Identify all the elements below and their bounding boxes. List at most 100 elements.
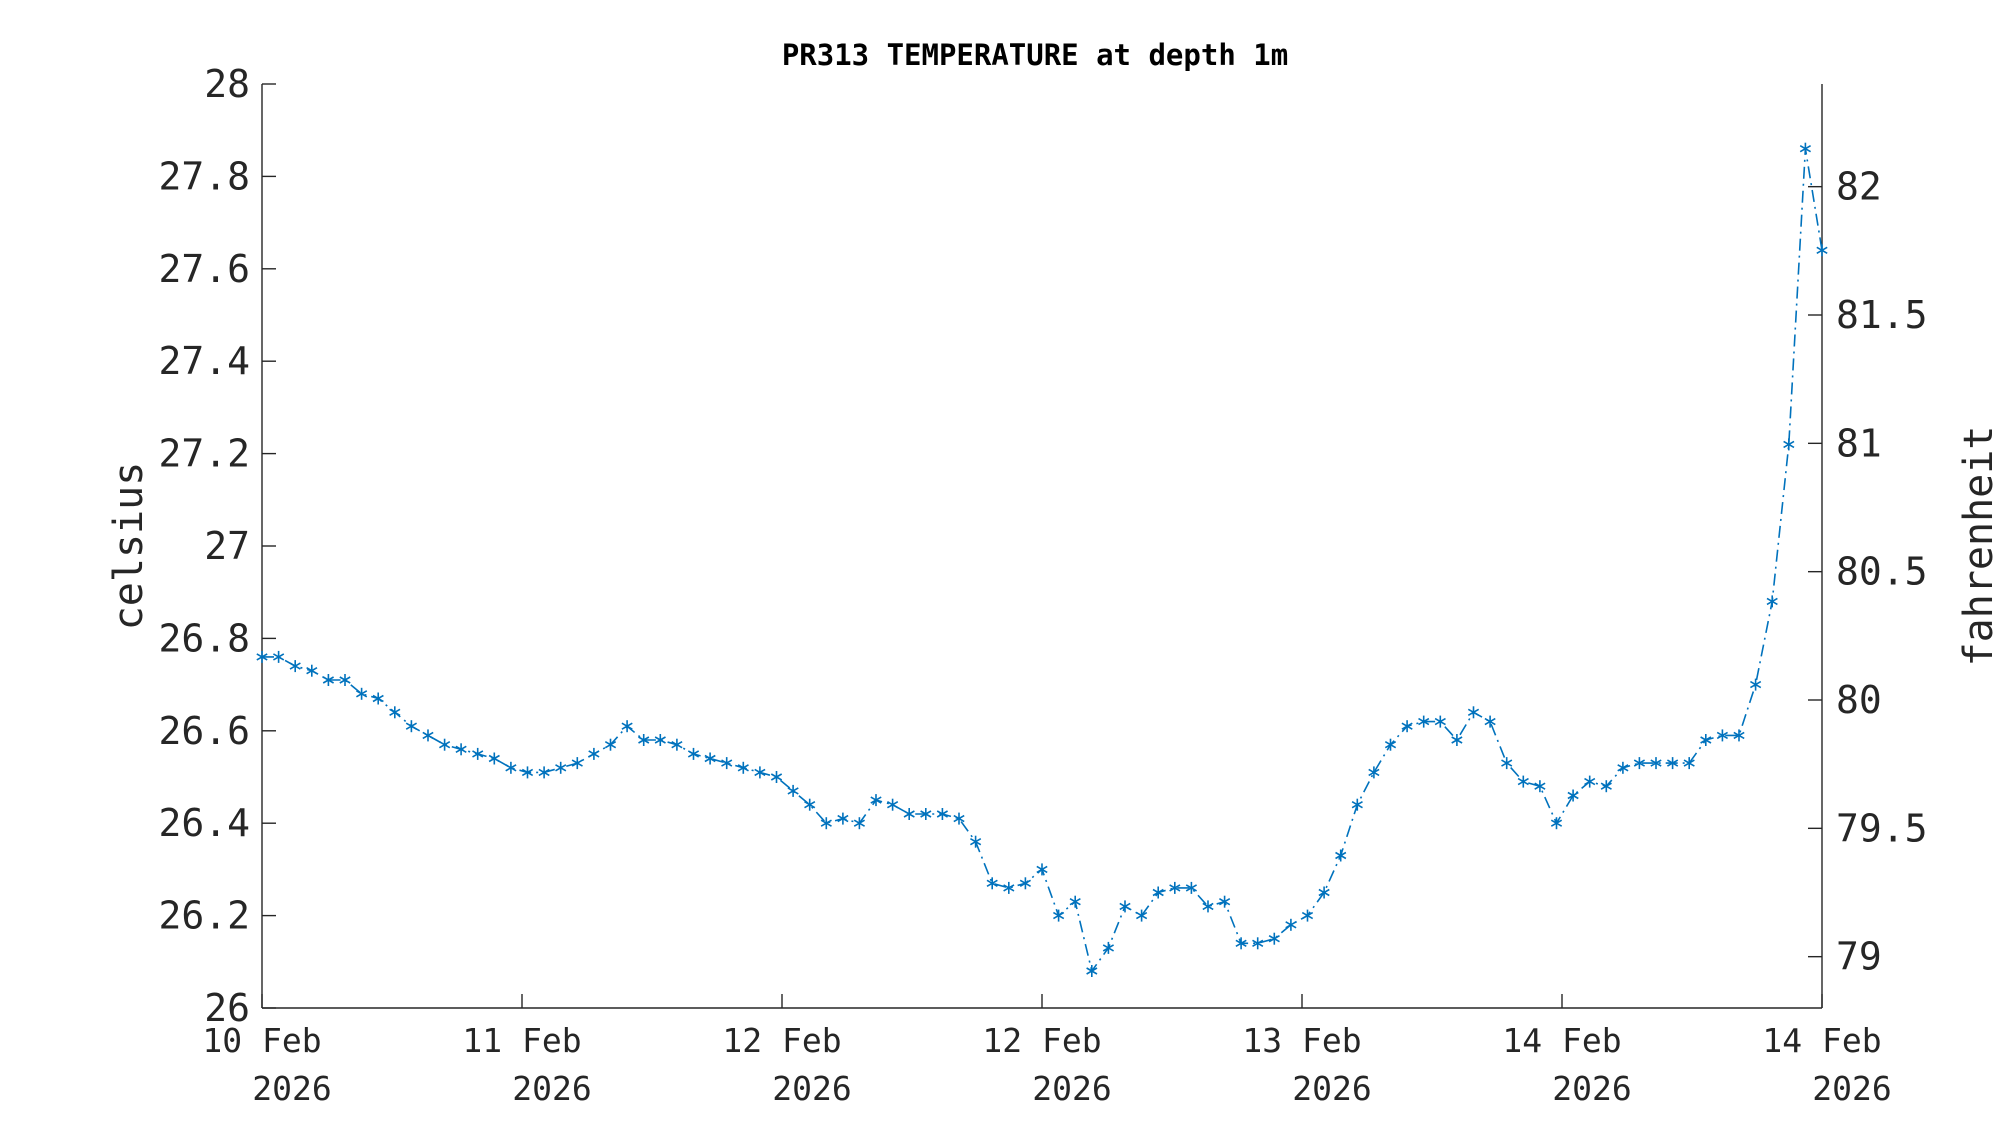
data-point — [1667, 757, 1679, 770]
x-tick-label-year: 2026 — [1032, 1069, 1111, 1108]
data-point — [1136, 909, 1148, 922]
data-point — [389, 706, 401, 719]
x-tick-label-date: 12 Feb — [722, 1021, 841, 1060]
y-tick-label-left: 26.2 — [158, 894, 250, 938]
data-point — [1335, 849, 1347, 862]
data-point — [1584, 775, 1596, 788]
data-point — [1716, 729, 1728, 742]
data-point — [1484, 715, 1496, 728]
data-point — [571, 757, 583, 770]
data-point — [1700, 734, 1712, 746]
data-point — [372, 692, 384, 705]
y-tick-label-left: 27.4 — [158, 339, 250, 383]
data-point — [853, 817, 865, 830]
data-point — [870, 794, 882, 807]
data-point — [1202, 900, 1214, 913]
data-point — [1600, 780, 1612, 793]
data-point — [1401, 720, 1413, 733]
data-point — [804, 798, 816, 811]
y-tick-label-left: 26.4 — [158, 801, 250, 845]
x-tick-label-date: 12 Feb — [982, 1021, 1101, 1060]
y-tick-label-left: 27.6 — [158, 247, 250, 291]
data-point — [671, 738, 683, 751]
data-point — [1169, 881, 1181, 894]
right-y-ticks: 79 79.5 80 80.5 81 81.5 82 — [1808, 165, 1928, 979]
data-point — [256, 650, 268, 663]
data-point — [1418, 715, 1430, 728]
data-point — [1799, 142, 1811, 155]
data-point — [1550, 817, 1563, 830]
data-point — [986, 877, 998, 890]
data-point — [687, 747, 700, 760]
data-point — [654, 734, 666, 746]
data-point — [1783, 438, 1795, 451]
data-point — [1633, 757, 1645, 770]
data-point — [1451, 734, 1463, 746]
data-point — [1351, 798, 1363, 811]
data-point — [936, 808, 948, 820]
y-tick-label-left: 26 — [204, 986, 250, 1030]
data-point — [638, 734, 650, 746]
data-point — [754, 766, 766, 779]
data-point — [770, 771, 783, 783]
y-axis-label-left: celsius — [106, 462, 152, 631]
left-y-ticks: 26 26.2 26.4 26.6 26.8 27 27.2 27.4 27.6 27.8 28 — [158, 62, 276, 1030]
data-point — [721, 757, 733, 770]
data-point — [1766, 595, 1778, 608]
data-point — [1434, 715, 1446, 728]
x-tick-label-date: 11 Feb — [462, 1021, 581, 1060]
data-point — [887, 798, 899, 811]
data-point — [1119, 900, 1131, 913]
data-point — [787, 784, 799, 797]
data-point — [903, 808, 915, 820]
y-tick-label-left: 27.2 — [158, 432, 250, 476]
data-point — [704, 752, 716, 765]
data-point — [339, 674, 351, 686]
data-point — [1318, 886, 1330, 899]
data-point — [555, 761, 567, 774]
data-point — [837, 812, 849, 825]
data-point — [1733, 729, 1745, 742]
data-point — [1750, 678, 1762, 691]
data-point — [521, 766, 534, 779]
data-point — [1285, 918, 1297, 931]
y-tick-label-left: 26.8 — [158, 616, 250, 660]
x-tick-label-year: 2026 — [1812, 1069, 1891, 1108]
data-point — [1152, 886, 1164, 899]
data-point — [1219, 895, 1231, 908]
series-line — [262, 148, 1823, 973]
data-point — [604, 738, 617, 751]
data-point — [1268, 932, 1280, 945]
data-point — [289, 660, 301, 673]
data-point — [322, 674, 334, 686]
data-point — [1683, 757, 1695, 770]
data-point — [1069, 895, 1081, 908]
data-point — [1384, 738, 1397, 751]
x-tick-label-date: 13 Feb — [1242, 1021, 1361, 1060]
data-point — [1252, 937, 1264, 950]
data-point — [820, 817, 832, 830]
data-point — [1467, 706, 1480, 719]
y-tick-label-right: 81.5 — [1836, 293, 1928, 337]
y-tick-label-right: 79.5 — [1836, 806, 1928, 850]
y-tick-label-right: 82 — [1836, 165, 1882, 209]
data-point — [306, 664, 318, 677]
data-point — [970, 835, 982, 848]
series-temperature — [256, 142, 1828, 977]
x-tick-label-year: 2026 — [252, 1069, 331, 1108]
data-point — [273, 650, 285, 663]
data-point — [356, 687, 368, 700]
chart-title: PR313 TEMPERATURE at depth 1m — [782, 38, 1288, 72]
data-point — [1368, 766, 1380, 779]
x-tick-label-year: 2026 — [1292, 1069, 1371, 1108]
data-point — [455, 743, 467, 756]
data-point — [1534, 780, 1546, 793]
data-point — [405, 720, 417, 733]
data-point — [953, 812, 965, 825]
y-tick-label-left: 26.6 — [158, 709, 250, 753]
data-point — [1517, 775, 1529, 788]
y-tick-label-right: 79 — [1836, 935, 1882, 979]
data-point — [1102, 941, 1114, 954]
y-tick-label-left: 27.8 — [158, 154, 250, 198]
data-point — [1003, 881, 1015, 894]
